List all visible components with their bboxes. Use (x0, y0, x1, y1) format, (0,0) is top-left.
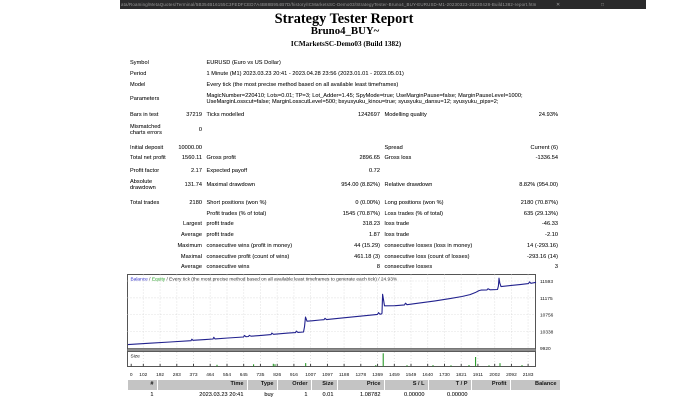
svg-text:10756: 10756 (540, 313, 554, 319)
svg-text:9920: 9920 (540, 346, 551, 352)
svg-text:2183: 2183 (523, 372, 534, 378)
svg-text:645: 645 (240, 372, 248, 378)
svg-text:1911: 1911 (473, 372, 484, 378)
svg-text:1549: 1549 (406, 372, 417, 378)
svg-text:916: 916 (290, 372, 298, 378)
svg-text:2002: 2002 (489, 372, 500, 378)
svg-text:1369: 1369 (372, 372, 383, 378)
svg-text:192: 192 (156, 372, 164, 378)
svg-text:735: 735 (256, 372, 264, 378)
svg-text:283: 283 (173, 372, 181, 378)
svg-text:10338: 10338 (540, 329, 554, 335)
svg-text:554: 554 (223, 372, 231, 378)
svg-text:1278: 1278 (355, 372, 366, 378)
svg-text:1007: 1007 (305, 372, 316, 378)
svg-text:2092: 2092 (506, 372, 517, 378)
svg-text:1730: 1730 (439, 372, 450, 378)
svg-text:11593: 11593 (540, 279, 553, 285)
svg-text:Balance / Equity / Every tick: Balance / Equity / Every tick (the most … (131, 276, 398, 282)
svg-text:464: 464 (206, 372, 214, 378)
svg-text:1459: 1459 (389, 372, 400, 378)
svg-text:1188: 1188 (339, 372, 350, 378)
svg-text:0: 0 (130, 372, 133, 378)
svg-text:1821: 1821 (456, 372, 467, 378)
svg-text:11175: 11175 (540, 296, 553, 302)
svg-text:Size: Size (131, 353, 141, 359)
svg-text:102: 102 (139, 372, 147, 378)
svg-text:826: 826 (273, 372, 281, 378)
svg-text:1640: 1640 (422, 372, 433, 378)
svg-text:1097: 1097 (322, 372, 333, 378)
svg-text:373: 373 (189, 372, 197, 378)
